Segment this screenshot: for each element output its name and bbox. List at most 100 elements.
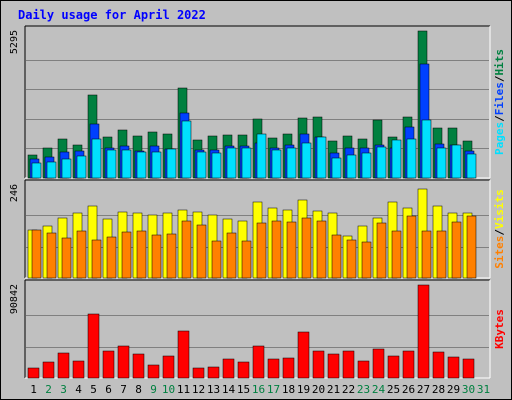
x-tick-day-3: 3 xyxy=(60,383,67,396)
panel-1-y-max-label: 5295 xyxy=(9,30,20,54)
x-tick-day-22: 22 xyxy=(342,383,355,396)
panel-2-bar-sites-day-29 xyxy=(451,221,462,279)
panel-2-bar-sites-day-17 xyxy=(271,220,282,279)
panel-2-bar-sites-day-10 xyxy=(166,233,177,279)
panel-2-bar-sites-day-28 xyxy=(436,230,447,279)
x-tick-day-14: 14 xyxy=(222,383,236,396)
panel-2-bar-sites-day-19 xyxy=(301,217,312,279)
panel-3-bar-kbytes-day-19 xyxy=(297,331,310,379)
panel-2-bar-sites-day-1 xyxy=(31,229,42,279)
panel-2-bar-sites-day-3 xyxy=(61,237,72,279)
x-tick-day-8: 8 xyxy=(135,383,142,396)
panel-1-bar-pages-day-26 xyxy=(406,138,417,179)
panel-1-bar-pages-day-4 xyxy=(76,155,87,179)
x-tick-day-27: 27 xyxy=(417,383,430,396)
x-tick-day-28: 28 xyxy=(432,383,445,396)
panel-2-legend-text: Sites/Visits xyxy=(493,189,506,269)
panel-1-bar-pages-day-6 xyxy=(106,149,117,179)
panel-1-bar-pages-day-7 xyxy=(121,149,132,179)
panel-2-bar-sites-day-27 xyxy=(421,230,432,279)
panel-2-y-max-label: 246 xyxy=(9,184,20,202)
x-tick-day-25: 25 xyxy=(387,383,400,396)
panel-2-bar-sites-day-23 xyxy=(361,241,372,279)
panel-3-y-max-label: 90842 xyxy=(9,284,20,314)
panel-2-bar-sites-day-9 xyxy=(151,234,162,279)
panel-2-bar-sites-day-6 xyxy=(106,236,117,279)
panel-1-legend-separator: / xyxy=(493,75,506,82)
panel-2-bar-sites-day-2 xyxy=(46,232,57,279)
panel-3-bar-kbytes-day-20 xyxy=(312,350,325,379)
panel-2: 246 Sites/Visits xyxy=(9,179,506,279)
panel-3-bar-kbytes-day-24 xyxy=(372,348,385,379)
x-axis-labels: 1 2 3 4 5 6 7 8 9 10 11 12 13 14 15 16 17 18 19 20 21 22 23 24 2… xyxy=(30,383,490,396)
panel-3-bar-kbytes-day-3 xyxy=(57,352,70,379)
panel-3-bar-kbytes-day-12 xyxy=(192,367,205,379)
panel-2-bar-sites-day-21 xyxy=(331,234,342,279)
panel-1-bar-pages-day-1 xyxy=(31,162,42,179)
panel-3-bar-kbytes-day-25 xyxy=(387,355,400,379)
panel-3-bar-kbytes-day-10 xyxy=(162,355,175,379)
panel-2-series-sites xyxy=(31,215,477,279)
panel-3-bar-kbytes-day-30 xyxy=(462,358,475,379)
panel-1-bar-pages-day-2 xyxy=(46,161,57,179)
panel-3-bar-kbytes-day-14 xyxy=(222,358,235,379)
panel-2-bar-sites-day-25 xyxy=(391,230,402,279)
x-tick-day-21: 21 xyxy=(327,383,340,396)
x-tick-day-2: 2 xyxy=(45,383,52,396)
panel-3-bar-kbytes-day-29 xyxy=(447,356,460,379)
panel-1-bar-pages-day-17 xyxy=(271,149,282,179)
panel-2-bar-sites-day-16 xyxy=(256,222,267,279)
x-tick-day-18: 18 xyxy=(282,383,295,396)
x-tick-day-30: 30 xyxy=(462,383,475,396)
panel-3-bar-kbytes-day-13 xyxy=(207,366,220,379)
panel-1-bar-pages-day-28 xyxy=(436,147,447,179)
panel-3-legend: KBytes xyxy=(493,309,506,349)
panel-3: 90842 KBytes xyxy=(9,279,506,379)
panel-1-bar-pages-day-16 xyxy=(256,133,267,179)
panel-3-bar-kbytes-day-8 xyxy=(132,353,145,379)
panel-1-bar-pages-day-15 xyxy=(241,147,252,179)
panel-3-bar-kbytes-day-21 xyxy=(327,353,340,379)
x-tick-day-11: 11 xyxy=(177,383,190,396)
x-tick-day-12: 12 xyxy=(192,383,205,396)
x-tick-day-24: 24 xyxy=(372,383,386,396)
x-tick-day-1: 1 xyxy=(30,383,37,396)
panel-1: 5295 Pages/Files/Hits xyxy=(9,25,506,179)
panel-2-legend-visits: Visits xyxy=(493,189,506,229)
x-tick-day-26: 26 xyxy=(402,383,415,396)
panel-1-bar-pages-day-9 xyxy=(151,151,162,179)
panel-3-legend-kbytes: KBytes xyxy=(493,309,506,349)
panel-3-bar-kbytes-day-2 xyxy=(42,361,55,379)
panel-2-bar-sites-day-8 xyxy=(136,230,147,279)
x-tick-day-13: 13 xyxy=(207,383,220,396)
panel-2-bar-sites-day-20 xyxy=(316,220,327,279)
panel-3-bar-kbytes-day-23 xyxy=(357,360,370,379)
panel-2-legend-sites: Sites xyxy=(493,236,506,269)
panel-1-bar-pages-day-18 xyxy=(286,147,297,179)
panel-1-bar-pages-day-22 xyxy=(346,154,357,179)
panel-2-bar-sites-day-18 xyxy=(286,221,297,279)
panel-2-bar-sites-day-5 xyxy=(91,239,102,279)
x-tick-day-5: 5 xyxy=(90,383,97,396)
panel-1-series-pages xyxy=(31,119,477,179)
panel-3-bar-kbytes-day-11 xyxy=(177,330,190,379)
x-tick-day-15: 15 xyxy=(237,383,250,396)
chart-title: Daily usage for April 2022 xyxy=(18,8,206,22)
panel-1-bar-pages-day-29 xyxy=(451,144,462,179)
panel-3-bar-kbytes-day-17 xyxy=(267,358,280,379)
x-tick-day-17: 17 xyxy=(267,383,280,396)
panel-1-bar-pages-day-23 xyxy=(361,152,372,179)
panel-3-bar-kbytes-day-28 xyxy=(432,351,445,379)
panel-3-bar-kbytes-day-22 xyxy=(342,350,355,379)
panel-1-legend-text: Pages/Files/Hits xyxy=(493,49,506,155)
panel-2-bar-sites-day-14 xyxy=(226,232,237,279)
panel-3-bar-kbytes-day-1 xyxy=(27,367,40,379)
panel-1-legend: Pages/Files/Hits xyxy=(493,49,506,155)
panel-1-bar-pages-day-3 xyxy=(61,158,72,179)
x-tick-day-6: 6 xyxy=(105,383,112,396)
panel-1-bar-pages-day-20 xyxy=(316,136,327,179)
panel-3-bar-kbytes-day-18 xyxy=(282,357,295,379)
panel-1-legend-files: Files xyxy=(493,82,506,115)
panel-1-bar-pages-day-25 xyxy=(391,139,402,179)
